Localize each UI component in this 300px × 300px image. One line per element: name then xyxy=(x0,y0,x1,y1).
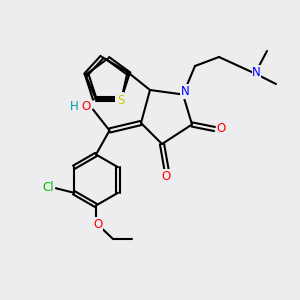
Text: O: O xyxy=(81,100,90,113)
Text: H: H xyxy=(70,100,79,113)
Text: O: O xyxy=(162,169,171,183)
Text: S: S xyxy=(116,93,123,106)
Text: Cl: Cl xyxy=(43,181,54,194)
Text: S: S xyxy=(117,94,124,107)
Text: N: N xyxy=(181,85,190,98)
Text: O: O xyxy=(217,122,226,136)
Text: N: N xyxy=(252,65,261,79)
Text: O: O xyxy=(93,218,102,231)
